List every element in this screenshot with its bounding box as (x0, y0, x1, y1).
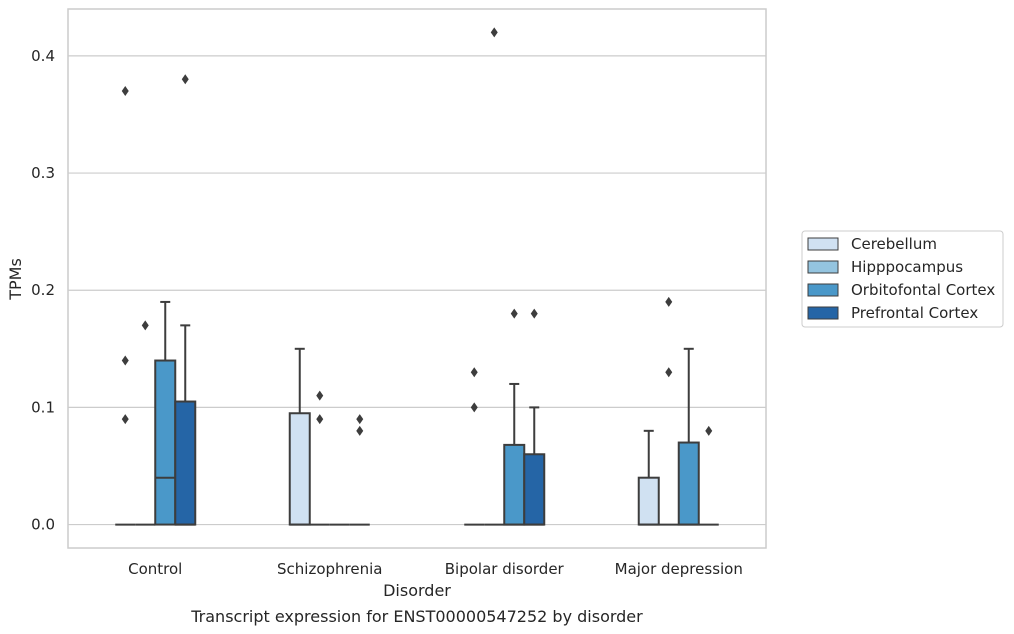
outlier-marker (141, 320, 149, 331)
outlier-marker (181, 74, 189, 85)
outlier-marker (705, 425, 713, 436)
legend-swatch (807, 260, 839, 274)
outlier-marker (121, 414, 129, 425)
box-group (637, 429, 660, 526)
outlier-marker (665, 367, 673, 378)
box (637, 476, 660, 526)
legend: Cerebellum Hipppocampus Orbitofontal Corte… (801, 230, 1004, 328)
outlier-marker (316, 390, 324, 401)
box-group (698, 425, 719, 526)
box-group (523, 308, 546, 526)
box-group (484, 27, 505, 526)
box-group (503, 308, 526, 526)
x-tick-labels: Control Schizophrenia Bipolar disorder Majo… (128, 560, 743, 578)
outlier-marker (490, 27, 498, 38)
outlier-marker (121, 355, 129, 366)
plot-frame (67, 8, 767, 549)
box-group (309, 390, 330, 526)
outlier-marker (121, 86, 129, 97)
y-tick-label: 0.0 (31, 516, 55, 534)
box-group (135, 320, 156, 526)
outlier-marker (356, 414, 364, 425)
box-group (677, 347, 700, 526)
outlier-marker (470, 367, 478, 378)
x-tick-label: Major depression (615, 560, 743, 578)
x-tick-label: Schizophrenia (277, 560, 382, 578)
box-group (349, 414, 370, 526)
box-group (464, 367, 485, 526)
x-tick-label: Control (128, 560, 182, 578)
x-tick-label: Bipolar disorder (445, 560, 565, 578)
outlier-marker (470, 402, 478, 413)
box-group (288, 347, 311, 526)
box (677, 441, 700, 526)
box-group (658, 296, 679, 526)
outlier-marker (530, 308, 538, 319)
y-tick-labels: 0.0 0.1 0.2 0.3 0.4 (31, 47, 55, 534)
y-tick-label: 0.3 (31, 164, 55, 182)
legend-frame (801, 230, 1004, 328)
legend-swatch (807, 283, 839, 297)
y-tick-label: 0.4 (31, 47, 55, 65)
box (503, 443, 526, 526)
y-axis-label: TPMs (6, 258, 25, 301)
box-group (174, 74, 197, 526)
y-tick-label: 0.2 (31, 281, 55, 299)
legend-label: Orbitofontal Cortex (851, 281, 995, 299)
x-axis-label: Disorder (383, 581, 451, 600)
box (288, 412, 311, 526)
outlier-marker (316, 414, 324, 425)
legend-label: Cerebellum (851, 235, 937, 253)
outlier-marker (510, 308, 518, 319)
box (174, 400, 197, 526)
legend-label: Prefrontal Cortex (851, 304, 978, 322)
box (523, 453, 546, 526)
outlier-marker (665, 296, 673, 307)
figure-caption: Transcript expression for ENST0000054725… (190, 607, 643, 626)
box (154, 359, 177, 526)
legend-swatch (807, 237, 839, 251)
legend-label: Hipppocampus (851, 258, 963, 276)
boxes (115, 27, 719, 526)
outlier-marker (356, 425, 364, 436)
legend-swatch (807, 306, 839, 320)
box-group (115, 86, 136, 526)
box-group (154, 300, 177, 526)
y-tick-label: 0.1 (31, 398, 55, 416)
